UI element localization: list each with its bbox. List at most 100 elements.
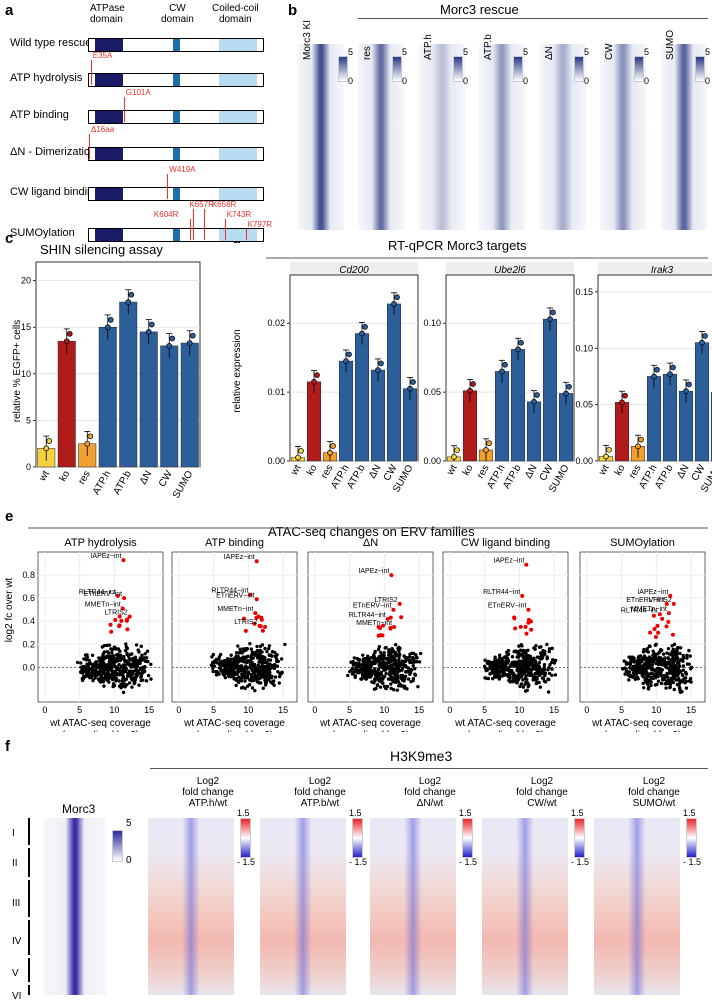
- cluster-bracket: [28, 880, 30, 917]
- erv-point: [646, 650, 651, 654]
- y-tick-label: 10: [21, 369, 31, 379]
- construct-name: CW ligand binding: [10, 186, 100, 198]
- erv-point: [249, 677, 253, 682]
- replicate-point: [166, 343, 173, 349]
- replicate-point: [502, 361, 508, 368]
- y-tick-label: 0.10: [575, 343, 593, 353]
- erv-point: [661, 674, 665, 679]
- erv-point: [646, 685, 651, 689]
- erv-point: [404, 658, 408, 662]
- erv-point: [100, 677, 105, 681]
- cw-domain: [173, 39, 180, 51]
- x-tick-label: 5: [211, 705, 216, 715]
- colorbar-max: 1.5: [237, 808, 250, 818]
- heatmap-title-l2: fold change: [628, 787, 680, 798]
- colorbar-min: 0: [705, 76, 711, 86]
- protein-bar: [88, 110, 264, 124]
- erv-point: [366, 654, 370, 658]
- track-label: SUMO: [665, 30, 676, 60]
- category-label: wt: [289, 463, 304, 478]
- erv-label: LTRIS2: [374, 597, 397, 604]
- heatmap-title-l1: Log2: [308, 776, 332, 787]
- erv-point: [373, 677, 377, 682]
- erv-point: [94, 670, 98, 675]
- track-colorbar: [453, 56, 463, 82]
- gene-label: Irak3: [651, 265, 674, 276]
- heatmap-title-l1: Log2: [196, 776, 220, 787]
- erv-point: [378, 650, 383, 655]
- category-label: ATP.h: [91, 469, 113, 497]
- erv-point: [242, 676, 247, 680]
- significant-point: [660, 616, 665, 621]
- erv-point: [628, 662, 633, 667]
- erv-point: [676, 645, 680, 650]
- colorbar-min: 0: [402, 76, 408, 86]
- replicate-point: [454, 447, 460, 454]
- significant-point: [529, 627, 534, 632]
- erv-point: [408, 655, 412, 659]
- erv-point: [397, 654, 401, 658]
- erv-point: [376, 647, 381, 652]
- fold-change-colorbar: [240, 818, 251, 858]
- erv-point: [267, 644, 272, 648]
- replicate-point: [330, 443, 336, 449]
- bar: [180, 342, 199, 468]
- protein-bar: [88, 38, 264, 52]
- gene-label: Cd200: [339, 265, 369, 276]
- erv-point: [490, 668, 495, 672]
- erv-point: [114, 679, 118, 683]
- y-tick-label: 0.15: [575, 287, 593, 297]
- erv-point: [113, 645, 117, 650]
- erv-point: [229, 657, 233, 661]
- erv-point: [250, 650, 255, 654]
- erv-point: [266, 646, 271, 651]
- erv-point: [665, 665, 669, 670]
- bar: [306, 381, 322, 462]
- fold-change-colorbar: [574, 818, 585, 858]
- x-tick-label: 0: [42, 705, 47, 715]
- erv-point: [637, 661, 642, 665]
- construct-name: Wild type rescue: [10, 37, 92, 49]
- erv-point: [409, 667, 413, 672]
- erv-point: [85, 662, 89, 666]
- erv-point: [511, 674, 516, 679]
- significant-point: [109, 629, 114, 634]
- replicate-point: [619, 399, 625, 406]
- erv-point: [238, 649, 243, 654]
- erv-point: [118, 649, 122, 653]
- erv-point: [687, 662, 691, 666]
- erv-point: [133, 655, 138, 659]
- erv-point: [677, 669, 682, 673]
- erv-point: [394, 677, 399, 682]
- erv-point: [255, 674, 260, 678]
- erv-point: [526, 666, 531, 670]
- significant-point: [670, 632, 675, 637]
- erv-label: MMETn−int: [85, 602, 121, 609]
- heatmap-title-l2: fold change: [404, 787, 456, 798]
- erv-point: [405, 670, 409, 674]
- erv-point: [412, 657, 416, 661]
- colorbar-max: 1.5: [349, 808, 362, 818]
- mutation-label: G101A: [125, 88, 151, 97]
- replicate-point: [686, 381, 692, 388]
- erv-point: [229, 671, 233, 675]
- coiled-coil-domain: [219, 188, 257, 200]
- erv-point: [499, 659, 503, 664]
- erv-point: [672, 687, 677, 692]
- erv-point: [118, 670, 122, 674]
- replicate-point: [362, 324, 368, 330]
- erv-point: [415, 656, 419, 660]
- colorbar-min: - 1.5: [237, 857, 256, 867]
- erv-point: [233, 670, 237, 675]
- erv-point: [552, 661, 557, 665]
- erv-point: [393, 673, 397, 677]
- track-colorbar: [392, 56, 402, 82]
- colorbar-max: 5: [705, 47, 711, 57]
- erv-point: [537, 670, 542, 675]
- mutation-label: E35A: [92, 51, 113, 60]
- replicate-point: [391, 301, 397, 307]
- erv-point: [105, 649, 110, 654]
- replicate-point: [683, 388, 689, 394]
- erv-point: [110, 656, 114, 661]
- x-tick-label: 5: [77, 705, 82, 715]
